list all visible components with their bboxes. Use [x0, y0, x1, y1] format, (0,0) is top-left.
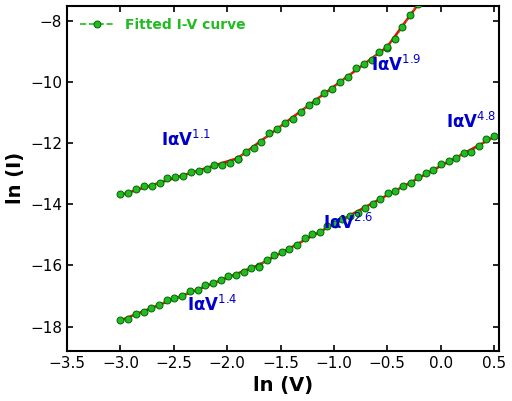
Text: IαV$^{1.1}$: IαV$^{1.1}$	[161, 130, 211, 150]
Text: IαV$^{2.6}$: IαV$^{2.6}$	[323, 213, 374, 233]
Text: IαV$^{4.8}$: IαV$^{4.8}$	[446, 112, 496, 132]
Y-axis label: ln (I): ln (I)	[6, 152, 25, 205]
Legend: Fitted I-V curve: Fitted I-V curve	[74, 12, 251, 38]
X-axis label: ln (V): ln (V)	[253, 377, 313, 395]
Text: IαV$^{1.9}$: IαV$^{1.9}$	[371, 55, 421, 75]
Text: IαV$^{1.4}$: IαV$^{1.4}$	[186, 295, 237, 315]
